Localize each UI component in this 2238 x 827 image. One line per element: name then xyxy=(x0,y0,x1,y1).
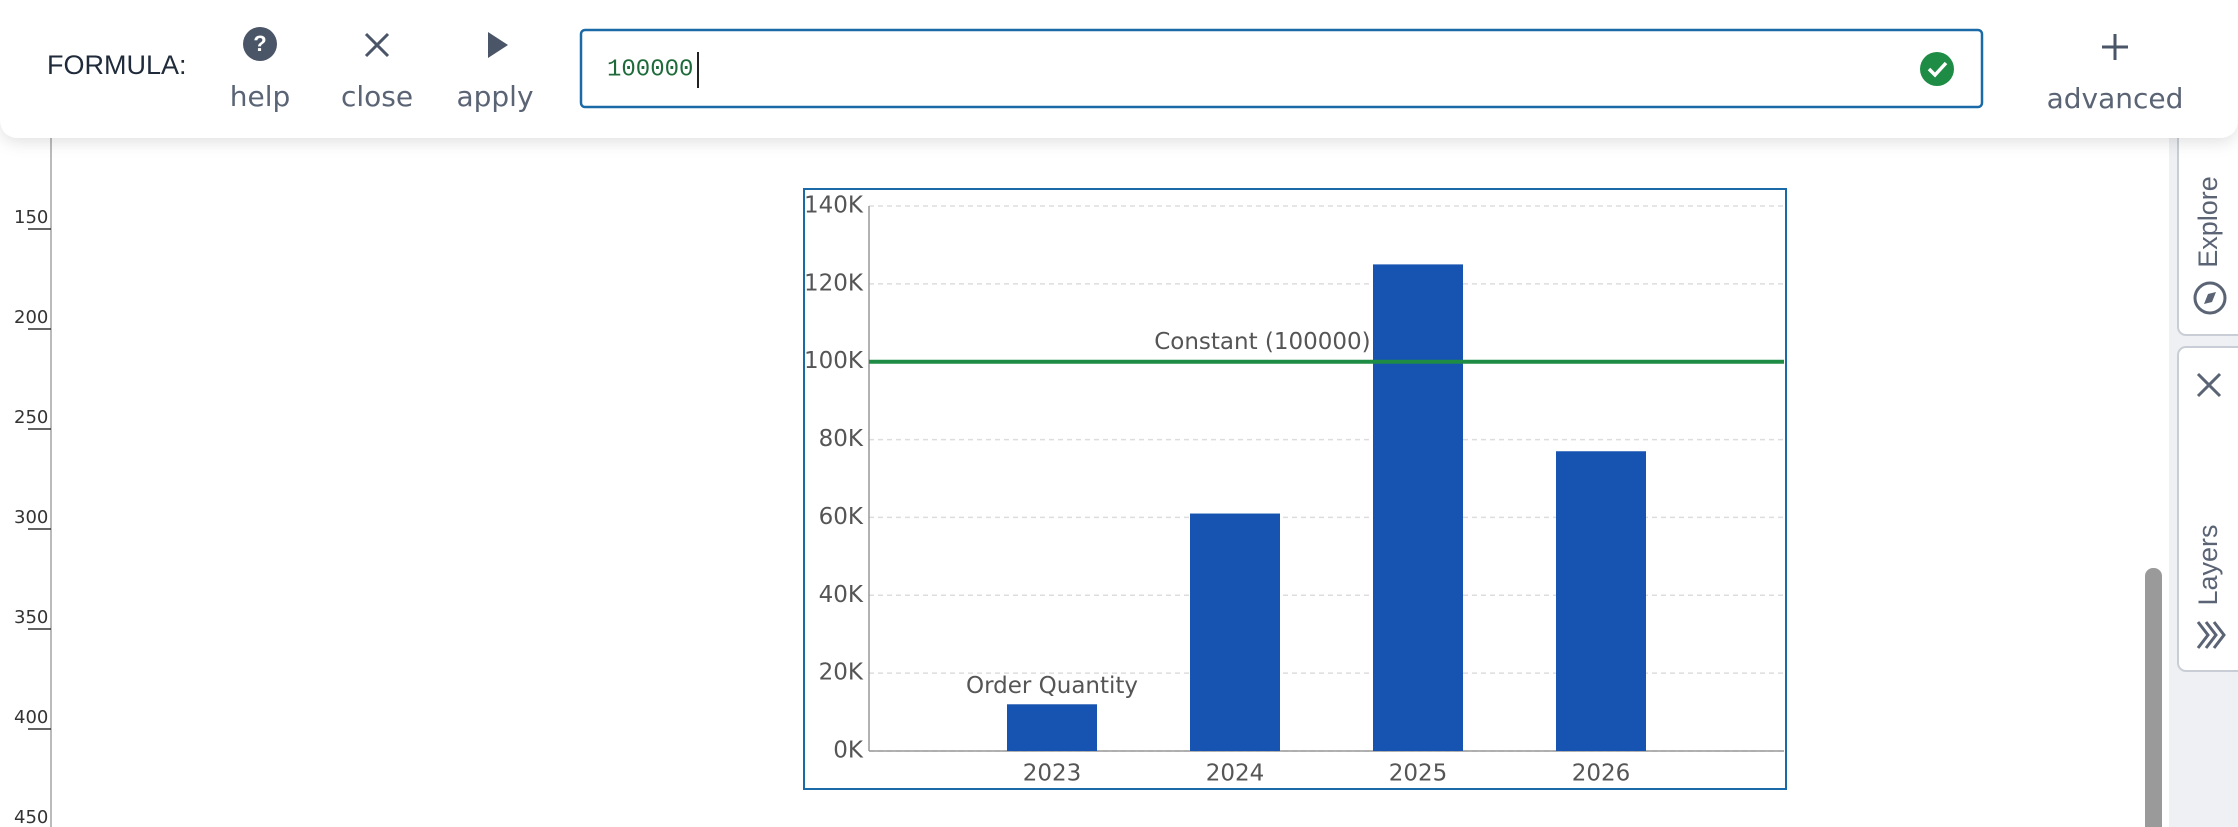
ruler: 150 200 250 300 350 400 450 xyxy=(14,207,51,827)
x-tick-label: 2026 xyxy=(1572,761,1631,787)
scrollbar[interactable] xyxy=(2145,568,2162,827)
x-tick-label: 2024 xyxy=(1206,761,1265,787)
formula-label: FORMULA: xyxy=(47,50,187,80)
series-label: Order Quantity xyxy=(966,673,1138,699)
layers-tab[interactable] xyxy=(2177,346,2238,672)
help-icon-glyph: ? xyxy=(253,31,266,56)
bar xyxy=(1373,264,1463,751)
explore-icon[interactable] xyxy=(2193,281,2227,315)
valid-icon xyxy=(1920,52,1954,86)
reference-label: Constant (100000) xyxy=(1154,329,1370,355)
ruler-label: 450 xyxy=(14,807,48,827)
y-tick-label: 60K xyxy=(819,504,864,530)
ruler-label: 300 xyxy=(14,507,48,528)
layers-icon xyxy=(2196,621,2226,649)
close-panel-icon[interactable] xyxy=(2196,372,2222,398)
y-tick-label: 140K xyxy=(804,193,864,219)
x-tick-label: 2025 xyxy=(1389,761,1448,787)
y-tick-label: 20K xyxy=(819,660,864,686)
chart: 0K 20K 40K 60K 80K 100K 120K 140K 2023 2024 2025 20… xyxy=(804,193,1784,787)
bar xyxy=(1190,513,1280,751)
advanced-button[interactable]: advanced xyxy=(2047,82,2184,115)
close-button[interactable]: close xyxy=(341,80,413,113)
explore-label[interactable]: Explore xyxy=(2193,176,2223,268)
ruler-label: 250 xyxy=(14,407,48,428)
layers-label[interactable]: Layers xyxy=(2193,524,2223,605)
help-icon[interactable] xyxy=(243,27,277,61)
ruler-label: 150 xyxy=(14,207,48,228)
advanced-icon[interactable] xyxy=(2102,34,2128,60)
apply-icon[interactable] xyxy=(488,32,508,58)
formula-text[interactable]: 100000 xyxy=(607,56,693,83)
explore-icon-needle xyxy=(2204,292,2216,304)
y-tick-label: 80K xyxy=(819,426,864,452)
ruler-label: 400 xyxy=(14,707,48,728)
y-tick-label: 0K xyxy=(833,738,864,764)
ruler-label: 200 xyxy=(14,307,48,328)
valid-check xyxy=(1927,61,1948,78)
y-tick-label: 120K xyxy=(804,270,864,296)
close-icon[interactable] xyxy=(364,32,390,58)
bar xyxy=(1007,704,1097,751)
bar xyxy=(1556,451,1646,751)
y-tick-label: 40K xyxy=(819,582,864,608)
x-tick-label: 2023 xyxy=(1023,761,1082,787)
y-tick-label: 100K xyxy=(804,348,864,374)
ruler-label: 350 xyxy=(14,607,48,628)
formula-input[interactable] xyxy=(579,28,1984,109)
apply-button[interactable]: apply xyxy=(456,80,533,113)
help-button[interactable]: help xyxy=(230,80,291,113)
